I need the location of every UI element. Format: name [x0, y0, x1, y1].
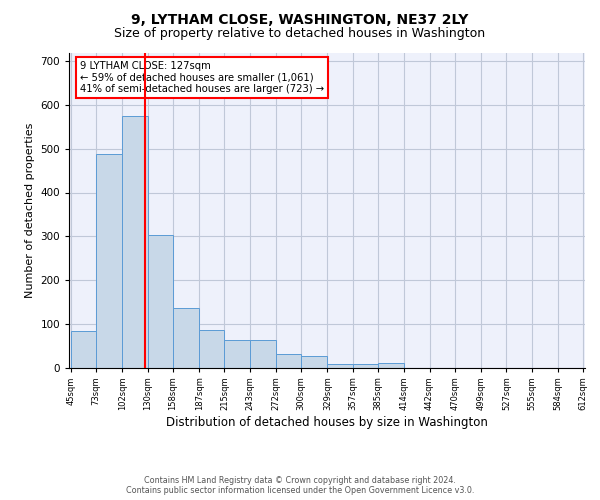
X-axis label: Distribution of detached houses by size in Washington: Distribution of detached houses by size …	[166, 416, 488, 429]
Bar	[301, 356, 328, 368]
Bar	[96, 154, 122, 368]
Bar	[276, 354, 301, 368]
Bar	[71, 331, 96, 368]
Bar	[122, 116, 148, 368]
Bar	[328, 364, 353, 368]
Bar	[224, 340, 250, 367]
Bar	[148, 236, 173, 368]
Y-axis label: Number of detached properties: Number of detached properties	[25, 122, 35, 298]
Text: Size of property relative to detached houses in Washington: Size of property relative to detached ho…	[115, 28, 485, 40]
Text: 9, LYTHAM CLOSE, WASHINGTON, NE37 2LY: 9, LYTHAM CLOSE, WASHINGTON, NE37 2LY	[131, 12, 469, 26]
Text: Contains HM Land Registry data © Crown copyright and database right 2024.
Contai: Contains HM Land Registry data © Crown c…	[126, 476, 474, 495]
Bar	[353, 364, 378, 368]
Bar	[250, 340, 276, 367]
Bar	[199, 330, 224, 368]
Bar	[173, 308, 199, 368]
Bar	[378, 363, 404, 368]
Text: 9 LYTHAM CLOSE: 127sqm
← 59% of detached houses are smaller (1,061)
41% of semi-: 9 LYTHAM CLOSE: 127sqm ← 59% of detached…	[80, 62, 324, 94]
